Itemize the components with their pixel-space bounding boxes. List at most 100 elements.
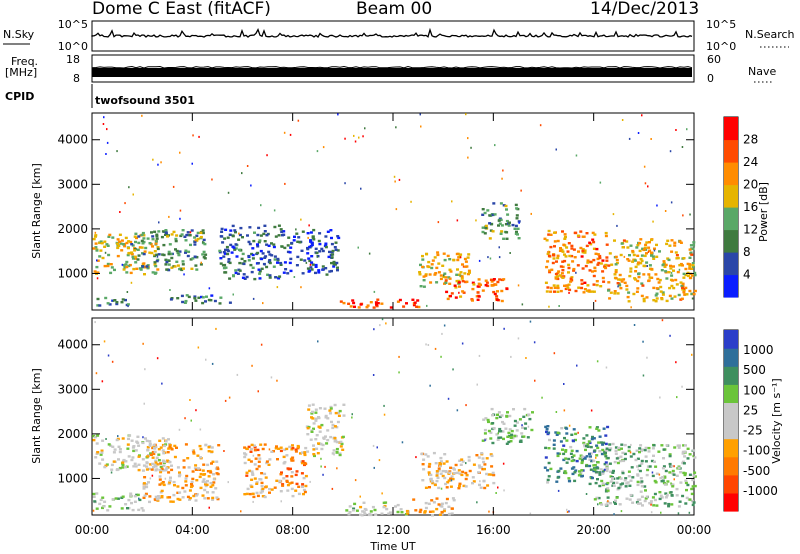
heatmap-cell [126,507,129,510]
heatmap-cell [101,496,105,499]
heatmap-cell [241,236,244,239]
heatmap-cell [268,274,272,277]
heatmap-cell [142,464,146,467]
heatmap-cell [297,445,300,449]
heatmap-cell [627,470,631,473]
heatmap-cell [294,450,298,453]
colorbar-swatch [724,366,738,385]
heatmap-cell [186,457,190,460]
heatmap-cell [279,228,283,231]
heatmap-cell [95,249,99,252]
heatmap-cell [588,452,591,456]
heatmap-cell [145,468,149,471]
heatmap-cell [658,497,662,501]
heatmap-cell [486,209,490,212]
heatmap-noise-cell [126,291,129,293]
heatmap-noise-cell [143,402,145,405]
heatmap-cell [681,460,685,463]
heatmap-cell [483,211,487,215]
heatmap-noise-cell [362,135,364,138]
heatmap-cell [691,264,695,267]
y-tick-label: 1000 [57,471,88,485]
heatmap-cell [611,477,614,480]
heatmap-cell [560,272,564,275]
heatmap-cell [246,234,249,237]
heatmap-cell [264,485,268,488]
heatmap-cell [688,498,692,501]
heatmap-cell [484,279,488,282]
heatmap-cell [588,441,592,444]
heatmap-cell [574,438,577,442]
heatmap-cell [629,267,633,270]
heatmap-noise-cell [575,154,578,157]
heatmap-cell [202,478,206,481]
heatmap-cell [497,436,501,439]
heatmap-cell [596,467,600,470]
heatmap-cell [603,462,607,466]
heatmap-cell [150,251,154,255]
heatmap-cell [183,490,187,493]
heatmap-cell [663,483,667,486]
heatmap-cell [505,237,509,240]
heatmap-cell [279,490,283,493]
heatmap-noise-cell [497,432,499,435]
heatmap-cell [588,290,592,293]
heatmap-cell [595,444,599,447]
heatmap-cell [673,295,677,298]
heatmap-cell [206,491,209,494]
heatmap-cell [569,280,573,283]
heatmap-cell [505,231,509,234]
heatmap-cell [500,230,504,233]
nave-label: Nave [748,65,776,78]
heatmap-cell [167,263,171,266]
heatmap-cell [658,278,662,282]
heatmap-cell [453,471,457,475]
heatmap-cell [157,459,161,462]
heatmap-cell [556,454,560,458]
heatmap-noise-cell [467,156,469,159]
heatmap-cell [244,453,248,456]
heatmap-cell [442,275,446,279]
heatmap-cell [595,427,599,430]
heatmap-cell [572,454,576,457]
heatmap-noise-cell [478,259,481,262]
heatmap-cell [595,247,599,251]
heatmap-cell [153,230,157,233]
heatmap-cell [667,505,671,508]
heatmap-cell [693,273,697,277]
heatmap-cell [653,460,656,463]
heatmap-cell [582,291,586,294]
heatmap-cell [308,259,312,263]
heatmap-cell [440,502,444,505]
heatmap-cell [676,444,680,447]
heatmap-cell [572,428,576,431]
heatmap-cell [644,460,648,463]
heatmap-cell [487,473,491,476]
heatmap-cell [583,288,587,291]
heatmap-cell [360,514,364,517]
heatmap-cell [146,455,150,458]
heatmap-cell [625,482,629,485]
heatmap-cell [611,471,615,474]
beam-label: Beam 00 [356,0,432,19]
heatmap-cell [615,258,619,262]
heatmap-cell [420,452,424,456]
heatmap-cell [602,441,606,444]
heatmap-cell [561,448,564,451]
heatmap-cell [437,486,441,490]
heatmap-noise-cell [215,327,217,330]
heatmap-cell [253,463,257,466]
heatmap-cell [332,263,336,266]
heatmap-cell [96,304,100,307]
heatmap-cell [648,241,651,244]
heatmap-cell [153,450,157,454]
heatmap-cell [589,445,593,449]
heatmap-cell [310,268,314,271]
heatmap-cell [424,273,428,276]
heatmap-cell [110,468,114,471]
heatmap-noise-cell [518,221,520,224]
heatmap-cell [563,259,567,263]
heatmap-cell [551,261,555,265]
heatmap-cell [601,483,605,487]
heatmap-cell [579,454,583,457]
